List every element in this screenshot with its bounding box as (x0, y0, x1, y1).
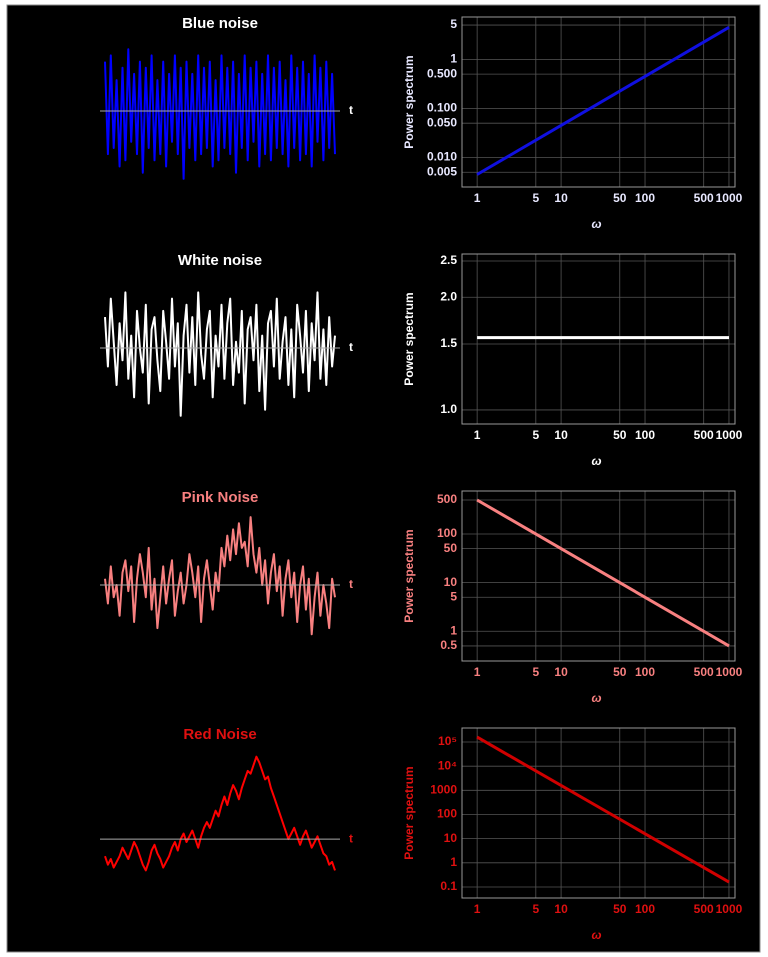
x-axis-label: ω (591, 217, 601, 231)
chart-title: Pink Noise (182, 489, 259, 506)
y-tick-label: 1 (450, 623, 457, 637)
x-tick-label: 1000 (716, 191, 743, 205)
noise-line (104, 48, 336, 180)
x-tick-label: 100 (635, 191, 655, 205)
y-tick-label: 0.5 (440, 638, 457, 652)
x-tick-label: 50 (613, 902, 627, 916)
chart-title: White noise (178, 252, 262, 269)
x-tick-label: 100 (635, 665, 655, 679)
y-tick-label: 1.5 (440, 336, 457, 350)
x-tick-label: 50 (613, 665, 627, 679)
x-tick-label: 500 (694, 428, 714, 442)
noise-line (104, 516, 336, 636)
x-tick-label: 1000 (716, 428, 743, 442)
noise-line (104, 755, 336, 872)
spectrum-line (476, 735, 730, 884)
x-tick-label: 1000 (716, 665, 743, 679)
x-tick-label: 5 (532, 902, 539, 916)
y-tick-label: 50 (444, 541, 458, 555)
plot-frame (461, 727, 736, 899)
y-tick-label: 0.050 (427, 115, 457, 129)
x-axis-label: ω (591, 928, 601, 942)
y-tick-label: 0.100 (427, 101, 457, 115)
y-tick-label: 2.0 (440, 289, 457, 303)
x-tick-label: 100 (635, 428, 655, 442)
y-tick-label: 10 (444, 575, 458, 589)
x-tick-label: 5 (532, 665, 539, 679)
x-axis-label: t (349, 103, 353, 117)
chart-title: Red Noise (183, 726, 256, 743)
x-tick-label: 1000 (716, 902, 743, 916)
y-axis-label: Power spectrum (402, 55, 416, 148)
y-tick-label: 1 (450, 52, 457, 66)
y-tick-label: 5 (450, 17, 457, 31)
y-tick-label: 0.010 (427, 150, 457, 164)
x-tick-label: 1 (474, 902, 481, 916)
y-tick-label: 1 (450, 855, 457, 869)
y-tick-label: 100 (437, 526, 457, 540)
plot-frame (461, 16, 736, 188)
x-tick-label: 5 (532, 191, 539, 205)
noise-line (104, 291, 336, 417)
y-tick-label: 1.0 (440, 402, 457, 416)
x-tick-label: 100 (635, 902, 655, 916)
spectrum-line (476, 26, 730, 176)
x-tick-label: 1 (474, 428, 481, 442)
y-tick-label: 10 (444, 831, 458, 845)
y-axis-label: Power spectrum (402, 529, 416, 622)
y-tick-label: 0.005 (427, 164, 457, 178)
y-tick-label: 0.1 (440, 879, 457, 893)
x-tick-label: 500 (694, 902, 714, 916)
x-axis-label: ω (591, 691, 601, 705)
y-tick-label: 5 (450, 589, 457, 603)
x-tick-label: 50 (613, 191, 627, 205)
y-tick-label: 500 (437, 492, 457, 506)
y-tick-label: 1000 (430, 783, 457, 797)
y-tick-label: 10⁴ (438, 758, 457, 772)
plot-frame (461, 490, 736, 662)
x-tick-label: 1 (474, 191, 481, 205)
y-tick-label: 100 (437, 807, 457, 821)
x-axis-label: t (349, 831, 353, 845)
chart-title: Blue noise (182, 15, 258, 32)
x-tick-label: 500 (694, 665, 714, 679)
y-axis-label: Power spectrum (402, 292, 416, 385)
x-tick-label: 5 (532, 428, 539, 442)
x-tick-label: 10 (554, 428, 568, 442)
x-axis-label: t (349, 340, 353, 354)
x-axis-label: t (349, 577, 353, 591)
x-tick-label: 10 (554, 902, 568, 916)
panel-background (6, 4, 761, 953)
y-tick-label: 2.5 (440, 253, 457, 267)
x-axis-label: ω (591, 454, 601, 468)
x-tick-label: 50 (613, 428, 627, 442)
y-axis-label: Power spectrum (402, 766, 416, 859)
x-tick-label: 1 (474, 665, 481, 679)
x-tick-label: 10 (554, 191, 568, 205)
y-tick-label: 10⁵ (438, 734, 457, 748)
plot-frame (461, 253, 736, 425)
spectrum-line (476, 498, 730, 648)
x-tick-label: 500 (694, 191, 714, 205)
y-tick-label: 0.500 (427, 66, 457, 80)
x-tick-label: 10 (554, 665, 568, 679)
